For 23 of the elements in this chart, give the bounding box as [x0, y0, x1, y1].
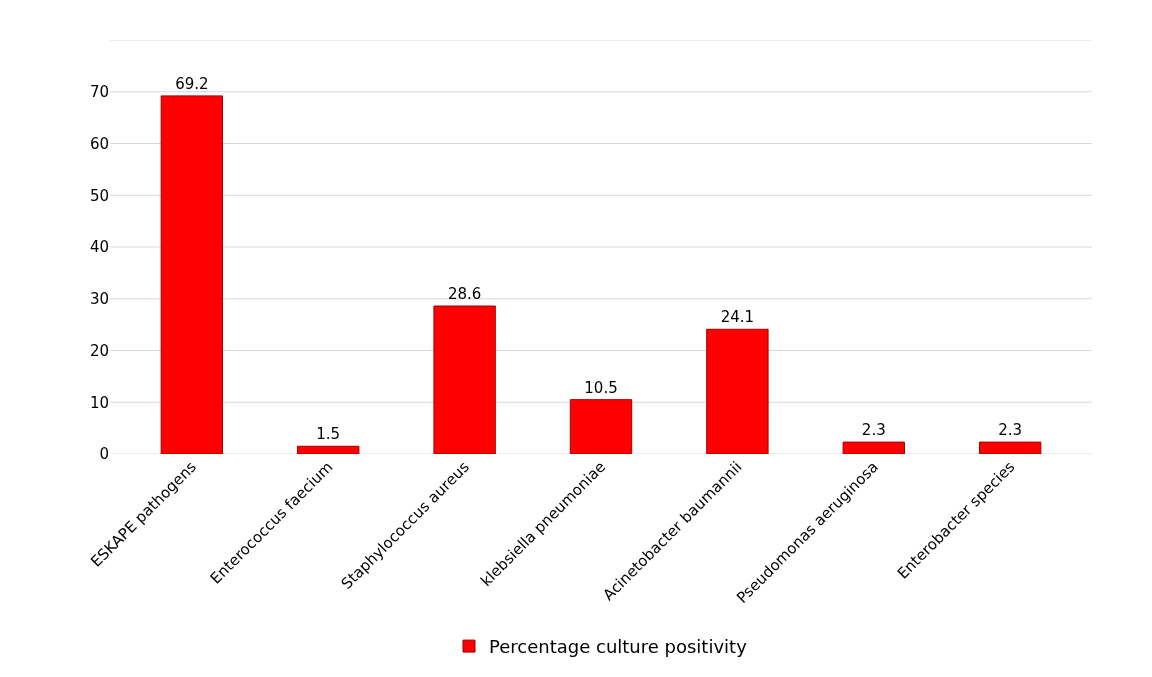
data-label: 2.3	[861, 421, 886, 440]
data-label: 28.6	[447, 285, 482, 303]
y-tick-label: 10	[89, 393, 109, 412]
y-tick-label: 60	[89, 134, 109, 153]
legend-label: Percentage culture positivity	[489, 636, 748, 658]
y-tick-label: 70	[89, 83, 109, 101]
data-label: 2.3	[998, 421, 1023, 440]
y-tick-label: 0	[99, 445, 109, 464]
data-label: 1.5	[316, 425, 341, 444]
bar	[569, 399, 633, 454]
bar	[706, 328, 769, 454]
data-label: 10.5	[584, 378, 618, 397]
bar	[978, 441, 1042, 454]
y-tick-label: 20	[89, 341, 109, 360]
y-tick-label: 30	[89, 290, 109, 308]
bar	[160, 95, 224, 454]
bar	[433, 305, 496, 454]
y-tick-label: 50	[89, 186, 109, 205]
data-label: 69.2	[175, 74, 209, 93]
bar	[297, 445, 360, 454]
data-label: 24.1	[720, 308, 755, 327]
bar	[842, 441, 905, 454]
y-tick-label: 40	[89, 238, 109, 257]
